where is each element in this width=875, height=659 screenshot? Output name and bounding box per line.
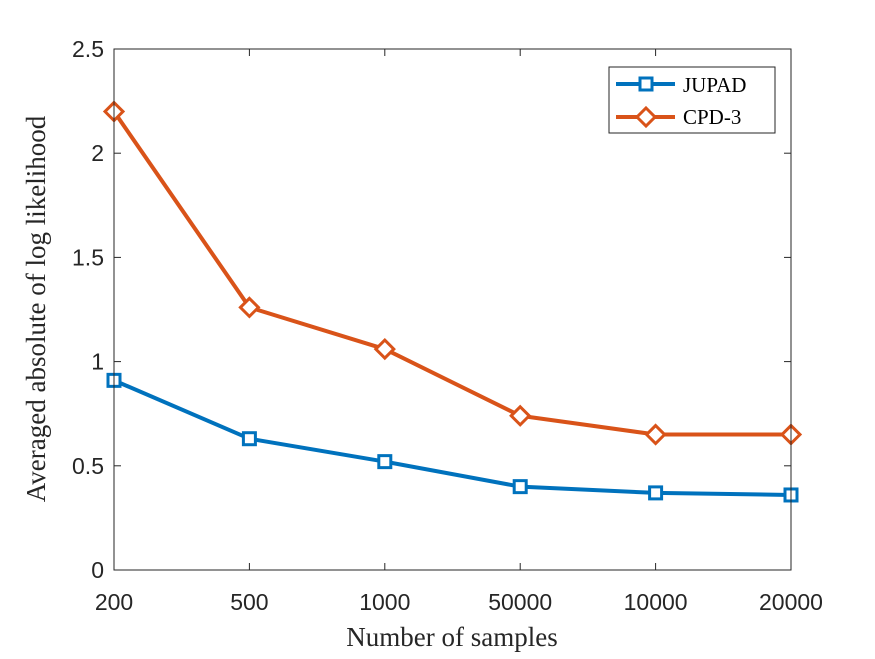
series-line-jupad — [113, 378, 792, 497]
x-tick-label: 20000 — [759, 589, 823, 615]
y-tick-label: 1.5 — [72, 244, 104, 270]
legend: JUPAD CPD-3 — [608, 66, 776, 134]
y-tick-label: 0 — [91, 557, 104, 583]
data-point-jupad — [512, 479, 528, 495]
x-axis-title: Number of samples — [346, 622, 557, 652]
y-tick-label: 0.5 — [72, 453, 104, 479]
data-point-cpd3 — [373, 337, 396, 361]
data-point-cpd3 — [238, 296, 261, 319]
legend-marker-cpd3 — [634, 105, 658, 129]
x-tick-label: 200 — [95, 589, 133, 615]
data-point-jupad — [648, 485, 664, 501]
axes-box — [113, 48, 792, 571]
x-tick-label: 10000 — [624, 589, 688, 615]
data-point-cpd3 — [509, 404, 532, 427]
data-point-jupad — [241, 431, 257, 447]
y-tick-label: 2 — [91, 140, 104, 166]
legend-label-cpd3: CPD-3 — [683, 105, 741, 129]
legend-marker-jupad — [638, 76, 654, 92]
series-line-cpd3 — [112, 110, 791, 437]
x-tick-label: 1000 — [359, 589, 410, 615]
data-point-cpd3 — [644, 423, 667, 446]
y-axis-title: Averaged absolute of log likelihood — [21, 115, 51, 502]
y-tick-label: 2.5 — [72, 36, 104, 62]
plot-area — [114, 49, 791, 570]
x-tick-label: 500 — [230, 589, 268, 615]
y-tick-label: 1 — [91, 349, 104, 375]
legend-label-jupad: JUPAD — [683, 73, 746, 97]
legend-box — [608, 66, 776, 134]
data-point-jupad — [377, 454, 393, 470]
x-tick-label: 50000 — [488, 589, 552, 615]
